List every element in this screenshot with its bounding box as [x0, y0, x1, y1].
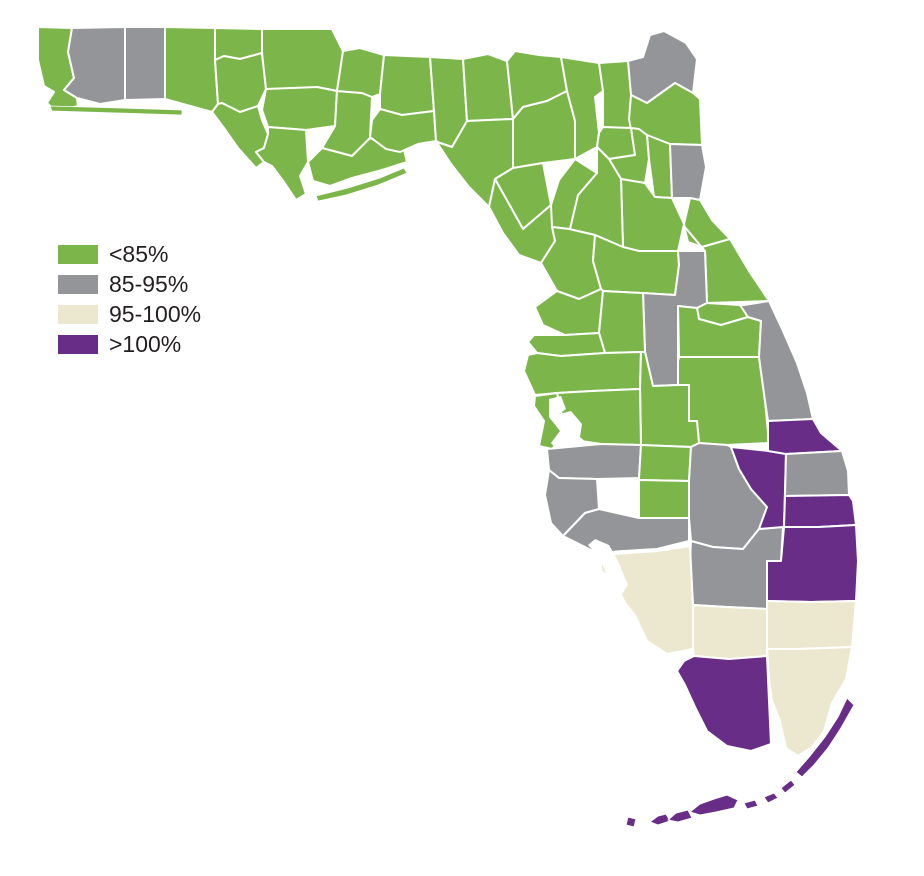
county-bay	[211, 102, 269, 169]
county-miami-dade	[766, 646, 853, 757]
legend-item-95-100: 95-100%	[58, 301, 202, 327]
county-collier	[676, 655, 772, 752]
legend-label: 85-95%	[109, 271, 189, 297]
legend-swatch-purple	[58, 335, 98, 354]
county-citrus	[534, 288, 604, 336]
legend-item-gt100: >100%	[58, 331, 201, 357]
county-madison	[462, 53, 514, 122]
legend-label: 95-100%	[109, 301, 202, 327]
legend-swatch-gray	[58, 275, 98, 294]
charlotte-harbor-water	[588, 539, 628, 597]
county-broward	[766, 600, 857, 650]
santa-rosa-island-strip	[49, 105, 183, 116]
county-calhoun	[261, 86, 338, 131]
county-leon	[379, 54, 435, 116]
legend: <85% 85-95% 95-100% >100%	[58, 241, 202, 357]
county-sumter	[598, 290, 646, 354]
legend-label: <85%	[109, 241, 169, 267]
county-st-lucie	[784, 450, 850, 497]
county-desoto	[638, 479, 690, 519]
county-st-johns	[669, 143, 707, 201]
county-indian-river	[767, 418, 843, 455]
legend-item-85-95: 85-95%	[58, 271, 201, 297]
county-walton	[164, 26, 219, 113]
legend-item-lt85: <85%	[58, 241, 201, 267]
legend-label: >100%	[109, 331, 182, 357]
franklin-barrier-strip	[315, 167, 408, 202]
tampa-bay-water	[549, 396, 589, 457]
county-manatee	[546, 443, 642, 480]
county-jackson	[261, 28, 344, 96]
county-hardee	[638, 444, 692, 482]
legend-swatch-green	[58, 245, 98, 264]
county-wakulla	[369, 108, 437, 153]
county-franklin	[307, 137, 408, 187]
county-okaloosa	[124, 26, 166, 101]
county-santa-rosa	[63, 26, 126, 105]
county-pasco	[523, 351, 642, 396]
county-monroe-keys	[625, 697, 855, 828]
county-gadsden	[331, 28, 385, 98]
county-hendry	[692, 604, 768, 660]
legend-swatch-cream	[58, 305, 98, 324]
county-clay	[646, 134, 673, 199]
county-martin	[783, 494, 857, 528]
